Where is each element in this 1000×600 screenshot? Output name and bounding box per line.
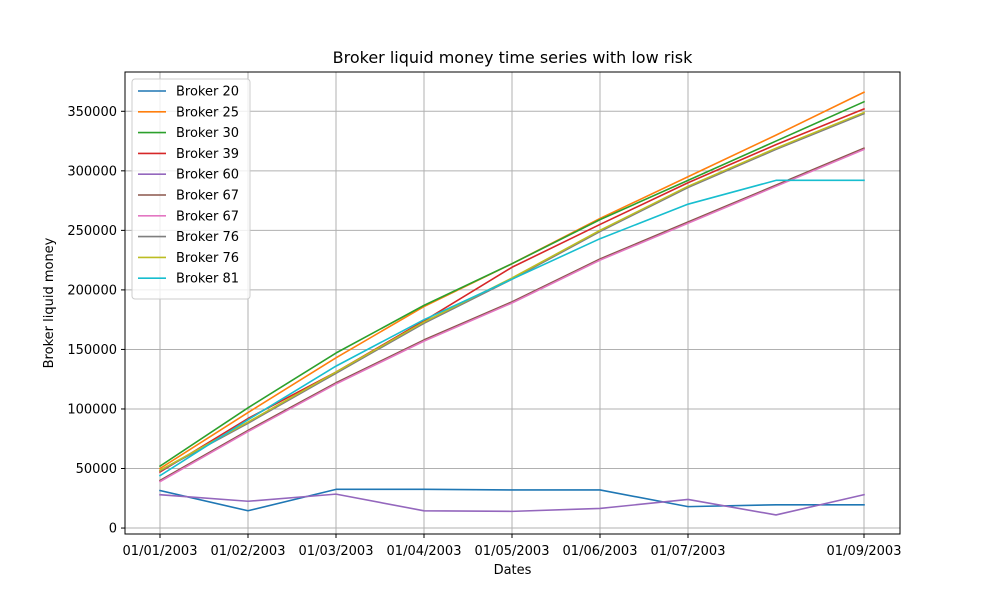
- series-line-broker-81-9: [158, 179, 865, 477]
- legend-label: Broker 67: [176, 189, 239, 204]
- series-line-broker-67-5: [158, 147, 866, 482]
- x-axis-ticks: 01/01/2003 01/02/2003 01/03/2003 01/04/2003…: [123, 534, 902, 559]
- x-tick-label: 01/06/2003: [563, 544, 638, 559]
- x-tick-label: 01/05/2003: [475, 544, 550, 559]
- x-tick-label: 01/07/2003: [651, 544, 726, 559]
- series-line-broker-20-0: [159, 488, 865, 512]
- legend-label: Broker 76: [176, 230, 239, 245]
- legend: Broker 20 Broker 25 Broker 30 Broker 39 Brok…: [131, 78, 251, 300]
- x-tick-label: 01/04/2003: [387, 544, 462, 559]
- y-tick-label: 50000: [76, 462, 117, 477]
- x-axis-label: Dates: [494, 563, 532, 578]
- x-tick-label: 01/02/2003: [211, 544, 286, 559]
- x-tick-label: 01/03/2003: [299, 544, 374, 559]
- series-line-broker-67-6: [158, 148, 866, 483]
- legend-label: Broker 60: [176, 168, 239, 183]
- x-tick-label: 01/01/2003: [123, 544, 198, 559]
- series-line-broker-39-3: [158, 107, 866, 474]
- legend-label: Broker 30: [176, 126, 239, 141]
- y-tick-label: 250000: [67, 224, 117, 239]
- legend-label: Broker 76: [176, 251, 239, 266]
- y-tick-label: 350000: [67, 105, 117, 120]
- legend-label: Broker 25: [176, 105, 239, 120]
- chart-title: Broker liquid money time series with low…: [333, 48, 693, 67]
- y-tick-label: 150000: [67, 343, 117, 358]
- series-line-broker-60-4: [159, 493, 865, 516]
- legend-label: Broker 39: [176, 147, 239, 162]
- series-line-broker-76-8: [158, 111, 866, 472]
- y-axis-label: Broker liquid money: [42, 237, 57, 368]
- series-line-broker-30-2: [158, 100, 866, 468]
- y-axis-ticks: 0 50000 100000 150000 200000 250000 300000 3500…: [67, 105, 125, 537]
- legend-label: Broker 67: [176, 209, 239, 224]
- series-lines: [158, 91, 866, 516]
- y-tick-label: 200000: [67, 283, 117, 298]
- legend-box: [131, 78, 251, 300]
- x-tick-label: 01/09/2003: [827, 544, 902, 559]
- legend-label: Broker 20: [176, 85, 239, 100]
- y-tick-label: 100000: [67, 402, 117, 417]
- y-tick-label: 0: [109, 522, 117, 537]
- legend-label: Broker 81: [176, 272, 239, 287]
- y-tick-label: 300000: [67, 164, 117, 179]
